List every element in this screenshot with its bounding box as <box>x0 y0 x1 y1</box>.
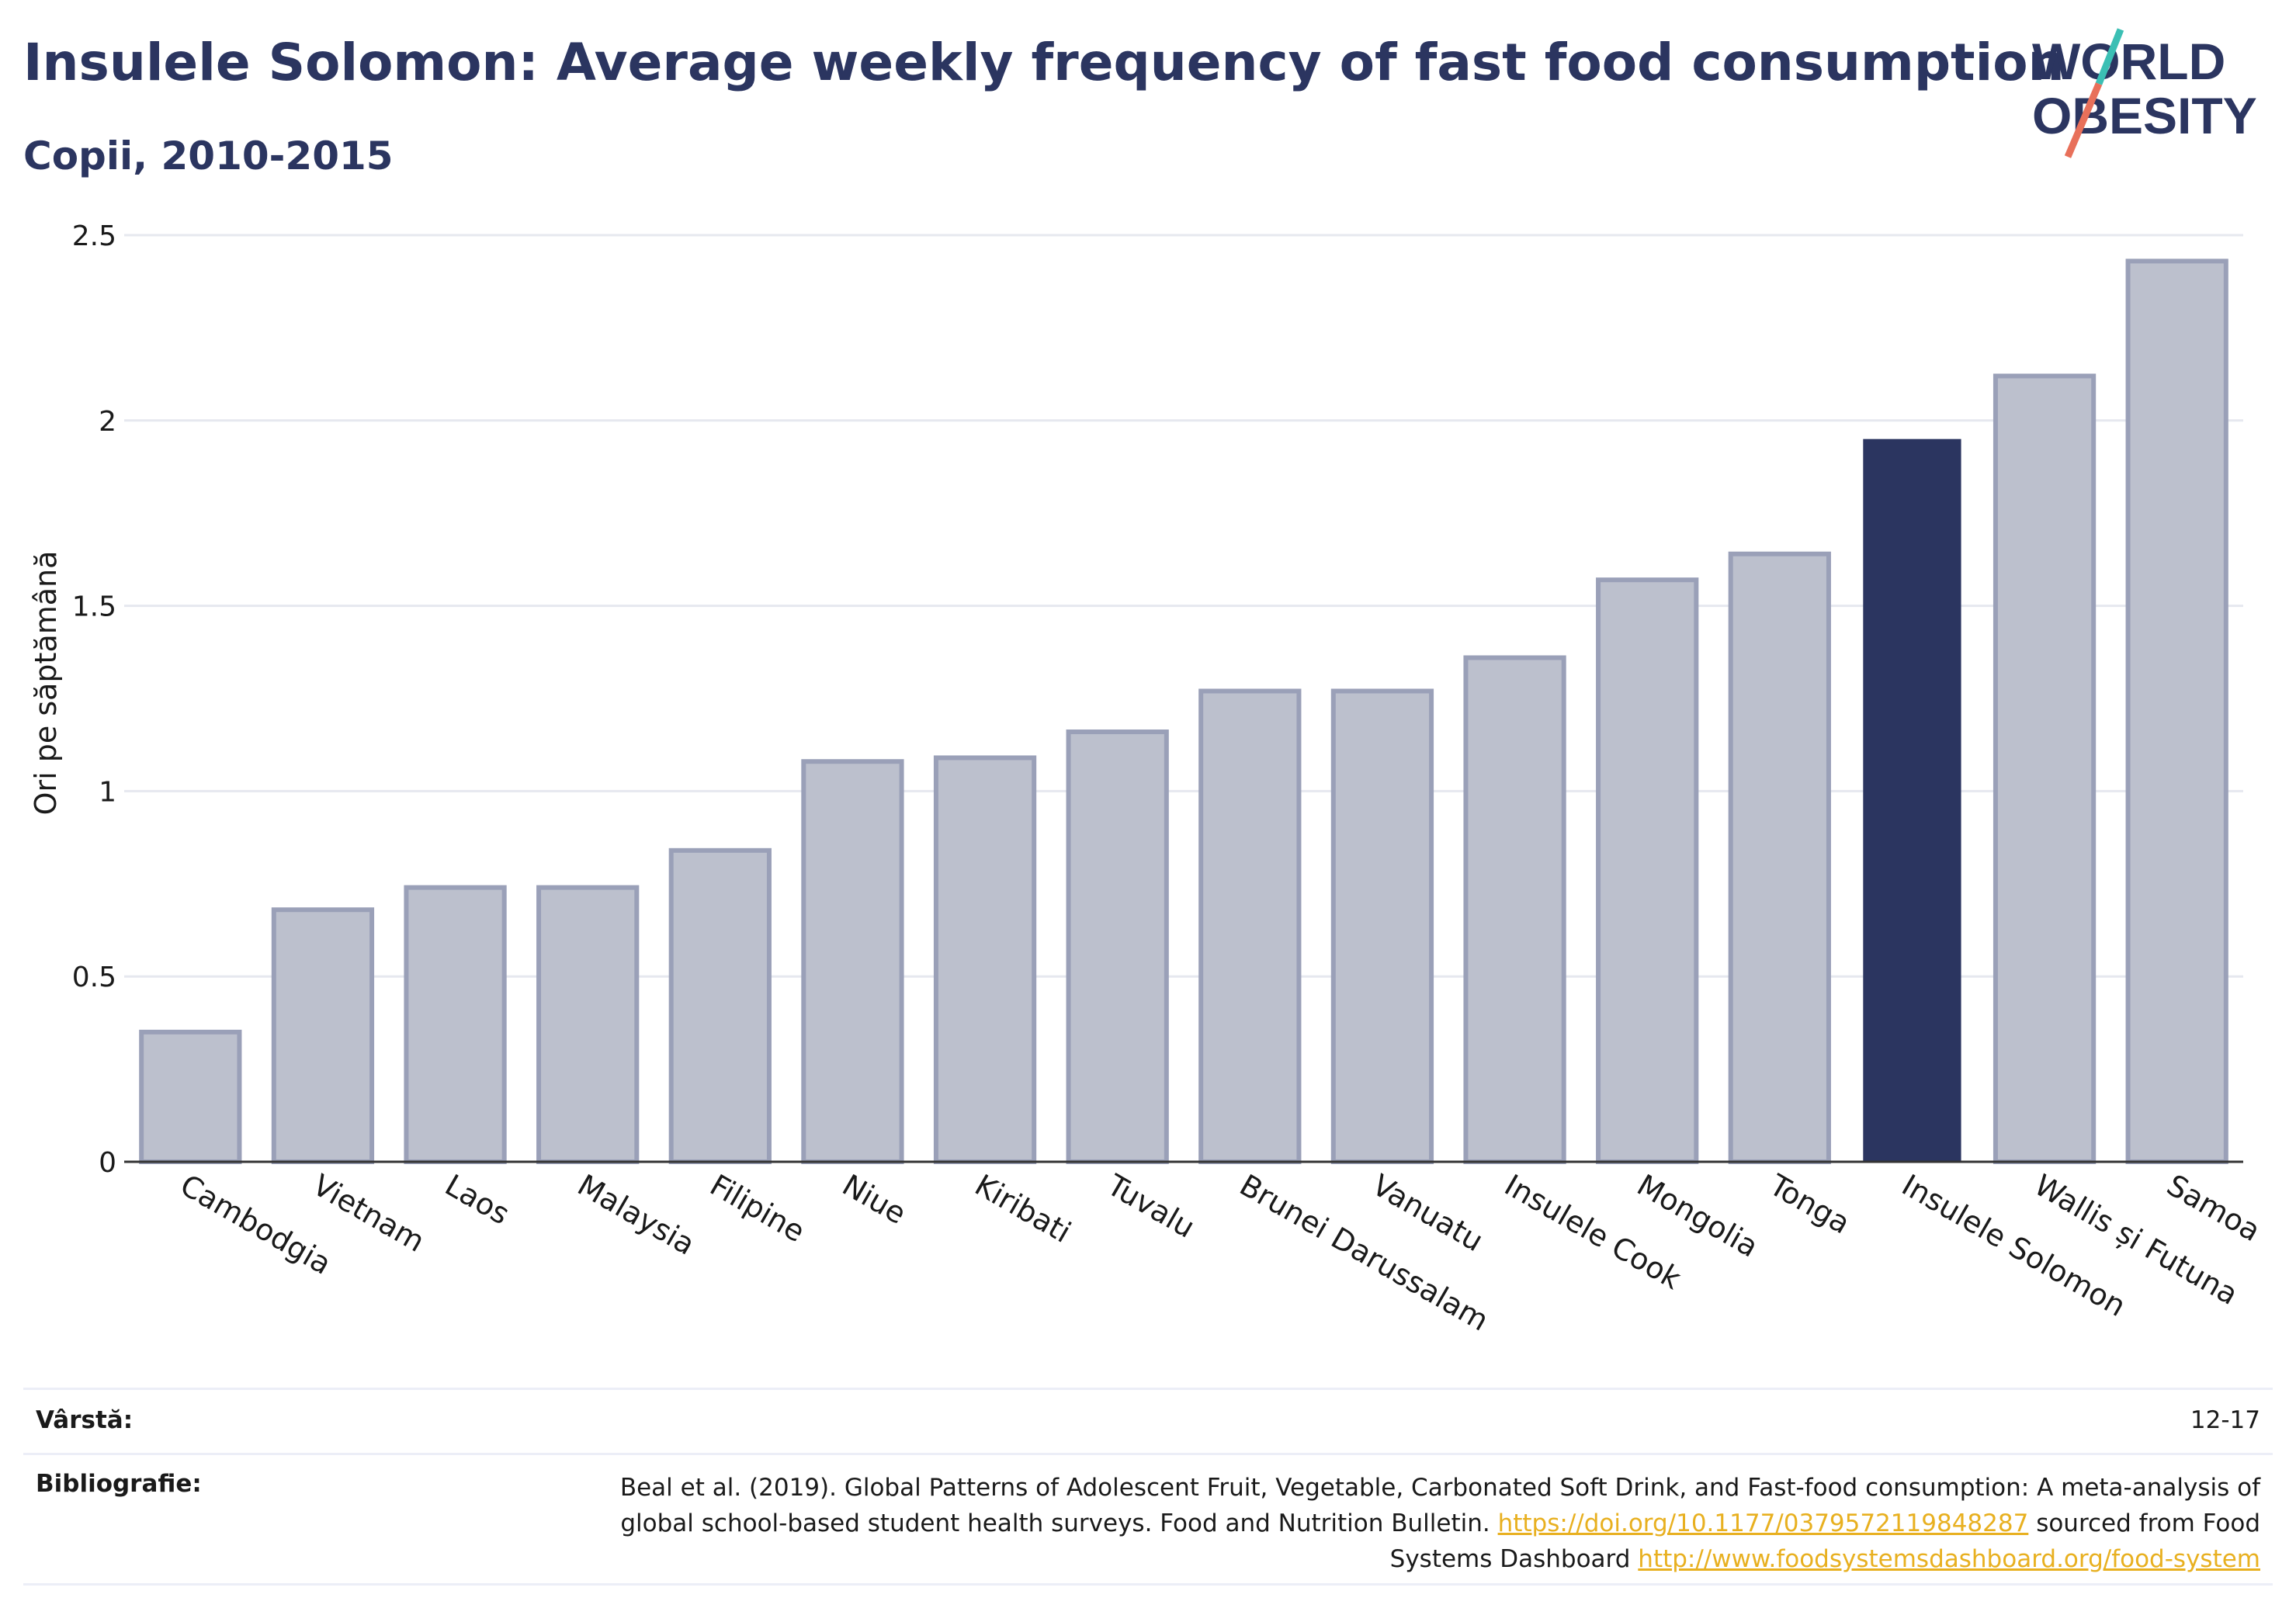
logo-slash-bottom <box>2064 82 2103 158</box>
bar-highlighted[interactable] <box>1863 438 1961 1162</box>
x-category-label: Samoa <box>2161 1168 2266 1249</box>
bar[interactable] <box>1993 373 2097 1165</box>
bar[interactable] <box>1596 577 1699 1164</box>
y-tick-label: 0 <box>99 1147 116 1179</box>
x-category-label: Laos <box>439 1168 515 1232</box>
logo-line-2: OBESITY <box>2032 87 2257 144</box>
bibliography-row: Bibliografie: Beal et al. (2019). Global… <box>23 1470 2273 1579</box>
food-systems-dashboard-link[interactable]: http://www.foodsystemsdashboard.org/food… <box>1638 1545 2260 1573</box>
x-category-label: Tuvalu <box>1101 1167 1200 1245</box>
y-tick-label: 2.5 <box>72 220 116 252</box>
bar[interactable] <box>1198 688 1302 1164</box>
bibliography-label: Bibliografie: <box>36 1470 202 1498</box>
footer-divider-bottom <box>23 1583 2273 1586</box>
footer-divider-middle <box>23 1453 2273 1455</box>
bar[interactable] <box>668 847 772 1165</box>
bars <box>139 258 2228 1165</box>
logo-line-1: WORLD <box>2032 33 2225 90</box>
bar[interactable] <box>1463 655 1566 1164</box>
bar[interactable] <box>536 885 640 1165</box>
y-tick-label: 1 <box>99 776 116 808</box>
x-category-label: Insulele Solomon <box>1896 1168 2131 1323</box>
age-row: Vârstă: 12-17 <box>23 1406 2273 1445</box>
bar[interactable] <box>801 759 904 1164</box>
x-category-label: Filipine <box>704 1168 810 1249</box>
bar[interactable] <box>1330 688 1434 1164</box>
bar[interactable] <box>2125 258 2228 1164</box>
bibliography-citation: Beal et al. (2019). Global Patterns of A… <box>619 1474 2260 1537</box>
bar[interactable] <box>1066 729 1169 1164</box>
x-category-label: Tonga <box>1763 1167 1855 1240</box>
bar[interactable] <box>271 907 375 1165</box>
x-category-label: Malaysia <box>572 1168 701 1262</box>
bar[interactable] <box>1728 551 1831 1164</box>
x-category-label: Niue <box>837 1168 912 1231</box>
y-axis-title: Ori pe săptămână <box>29 551 63 816</box>
logo-slash-top <box>2095 28 2124 85</box>
x-category-label: Cambodgia <box>175 1168 337 1281</box>
bibliography-text: Beal et al. (2019). Global Patterns of A… <box>591 1470 2260 1577</box>
footer-divider-top <box>23 1388 2273 1390</box>
y-tick-labels: 0 0.5 1 1.5 2 2.5 <box>72 220 116 1179</box>
chart-title: Insulele Solomon: Average weekly frequen… <box>23 33 2065 92</box>
world-obesity-logo: WORLD OBESITY <box>2032 28 2257 158</box>
doi-link[interactable]: https://doi.org/10.1177/0379572119848287 <box>1497 1509 2029 1537</box>
age-label: Vârstă: <box>36 1406 134 1434</box>
y-tick-label: 1.5 <box>72 591 116 623</box>
bar[interactable] <box>404 885 507 1165</box>
y-tick-label: 2 <box>99 406 116 438</box>
y-tick-label: 0.5 <box>72 962 116 993</box>
bibliography-source: sourced from Food Systems Dashboard <box>1389 1509 2260 1573</box>
chart-subtitle: Copii, 2010-2015 <box>23 133 394 178</box>
bar[interactable] <box>139 1029 242 1164</box>
x-category-label: Brunei Darussalam <box>1234 1168 1494 1338</box>
age-value: 12-17 <box>2190 1406 2260 1434</box>
x-category-label: Kiribati <box>969 1168 1077 1249</box>
bar[interactable] <box>933 755 1037 1164</box>
